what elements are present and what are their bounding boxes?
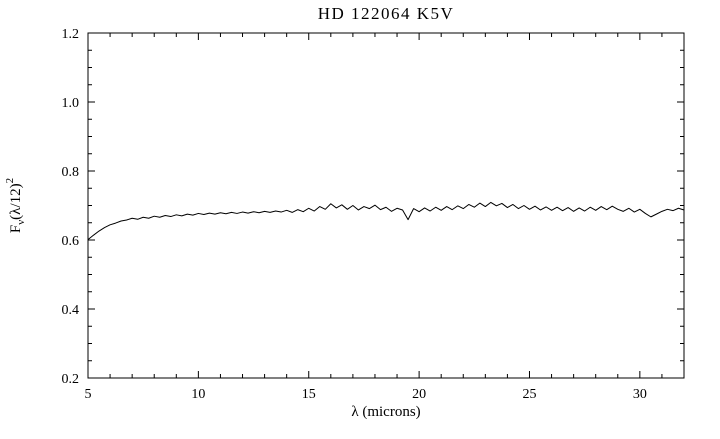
x-tick-label: 20 <box>412 387 426 402</box>
x-tick-label: 5 <box>85 387 92 402</box>
y-axis-label-part: 2 <box>4 178 16 184</box>
y-tick-label: 1.2 <box>62 27 80 42</box>
y-tick-label: 1.0 <box>62 96 80 111</box>
y-axis-label-part: F <box>8 225 24 233</box>
x-tick-label: 15 <box>302 387 316 402</box>
y-tick-label: 0.2 <box>62 372 80 387</box>
y-axis-label-part: (λ/12) <box>8 183 24 219</box>
x-axis-label: λ (microns) <box>351 404 421 420</box>
plot-frame <box>87 32 685 379</box>
y-tick-label: 0.6 <box>62 234 80 249</box>
y-axis-label: Fν(λ/12)2 <box>4 178 27 233</box>
y-tick-label: 0.8 <box>62 165 80 180</box>
series-line <box>87 201 685 241</box>
chart-title: HD 122064 K5V <box>317 4 455 23</box>
x-tick-label: 10 <box>191 387 205 402</box>
y-axis-label-part: ν <box>15 220 27 225</box>
x-tick-label: 25 <box>522 387 536 402</box>
x-tick-label: 30 <box>633 387 647 402</box>
y-tick-label: 0.4 <box>62 303 80 318</box>
